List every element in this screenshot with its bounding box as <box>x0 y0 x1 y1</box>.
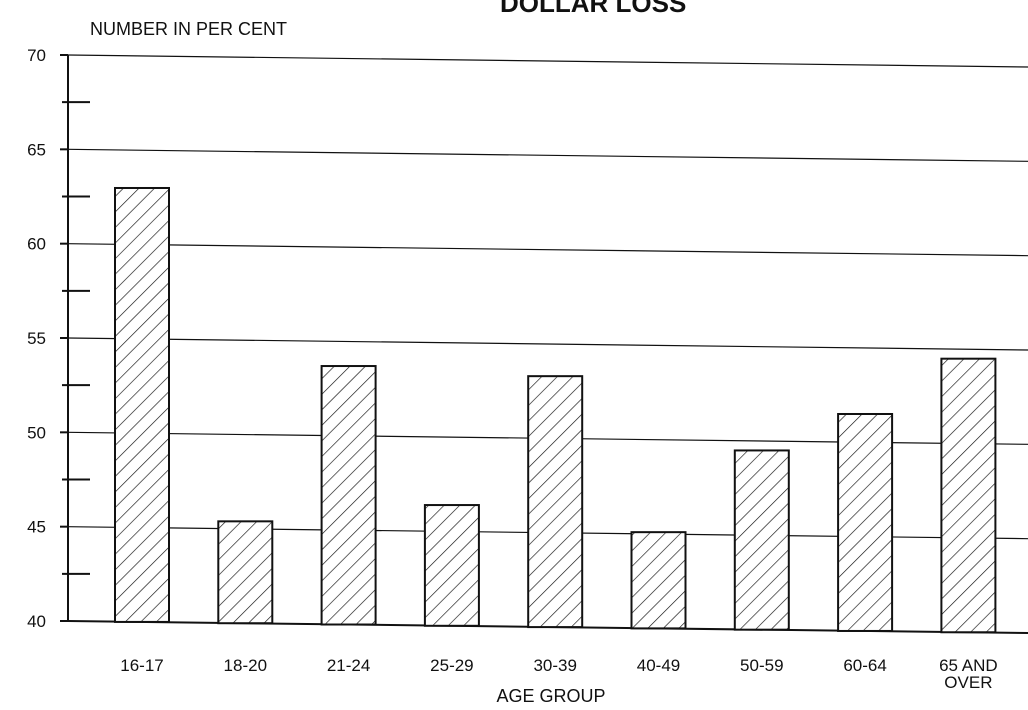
bar-30-39 <box>527 375 584 629</box>
y-tick-label: 60 <box>27 235 46 254</box>
gridline <box>67 337 1028 351</box>
x-tick-label: 50-59 <box>740 656 783 675</box>
bars <box>114 186 997 634</box>
gridline <box>67 243 1028 257</box>
x-tick-label: 21-24 <box>327 656 370 675</box>
chart-title: DOLLAR LOSS <box>500 0 686 18</box>
x-axis-label: AGE GROUP <box>496 686 605 706</box>
y-tick-label: 45 <box>27 518 46 537</box>
bar-18-20 <box>217 520 274 625</box>
y-tick-label: 55 <box>27 329 46 348</box>
axes <box>60 54 90 622</box>
bar-16-17 <box>114 186 170 623</box>
y-axis-label: NUMBER IN PER CENT <box>90 19 287 39</box>
bar-60-64 <box>837 412 894 632</box>
bar-25-29 <box>423 504 480 627</box>
x-tick-label: 25-29 <box>430 656 473 675</box>
x-tick-label: 65 AND OVER <box>939 656 998 692</box>
x-tick-label: 60-64 <box>843 656 886 675</box>
y-tick-label: 65 <box>27 140 46 159</box>
bar-65-and-over <box>940 357 997 634</box>
bar-40-49 <box>630 531 687 630</box>
gridline <box>67 54 1028 68</box>
x-tick-label: 18-20 <box>224 656 267 675</box>
bar-50-59 <box>733 449 790 631</box>
y-tick-label: 50 <box>27 423 46 442</box>
y-tick-labels: 40 45 50 55 60 65 70 <box>27 46 46 631</box>
x-tick-label: 40-49 <box>637 656 680 675</box>
x-tick-labels: 16-17 18-20 21-24 25-29 30-39 40-49 50-59 60-64… <box>120 656 997 692</box>
y-tick-label: 40 <box>27 612 46 631</box>
y-tick-label: 70 <box>27 46 46 65</box>
bar-21-24 <box>320 365 377 626</box>
x-tick-label: 30-39 <box>533 656 576 675</box>
gridline <box>67 148 1028 162</box>
x-tick-label: 16-17 <box>120 656 163 675</box>
